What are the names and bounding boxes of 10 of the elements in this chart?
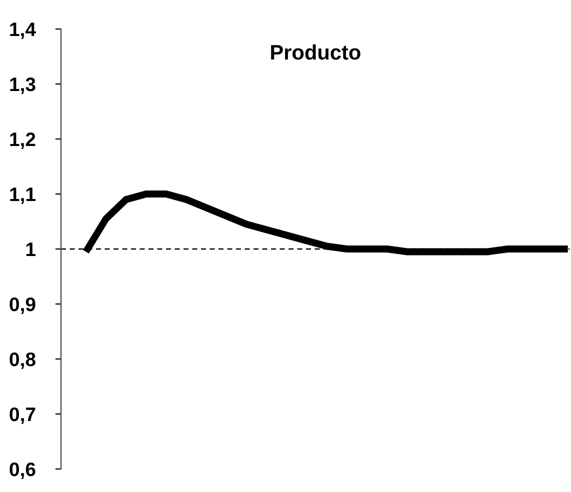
y-tick-label: 1 xyxy=(26,242,36,256)
y-tick-label: 1,4 xyxy=(10,22,36,40)
y-tick-label: 1,1 xyxy=(10,188,36,204)
y-tick-label: 0,6 xyxy=(10,462,36,480)
y-tick-label: 1,2 xyxy=(10,132,36,150)
y-tick-label: 0,9 xyxy=(10,297,36,314)
y-tick-label: 0,8 xyxy=(10,352,36,370)
y-tick-label: 0,7 xyxy=(10,407,36,424)
text: Producto xyxy=(271,44,360,60)
y-tick-label: 1,3 xyxy=(10,77,36,94)
